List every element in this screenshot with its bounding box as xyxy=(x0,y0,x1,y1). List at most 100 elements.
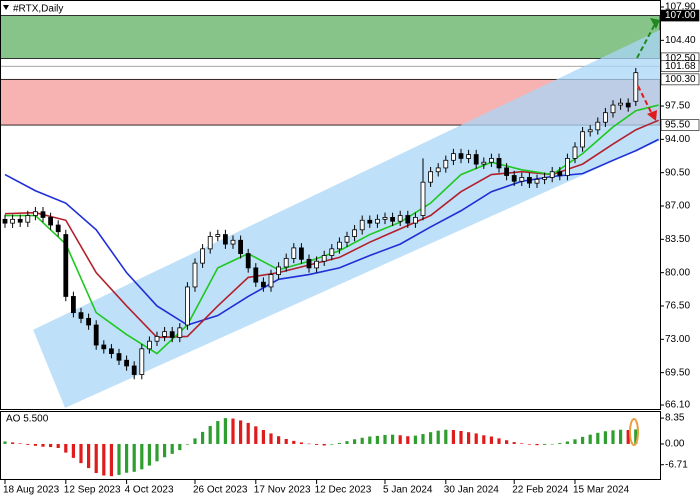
candle-body xyxy=(519,177,525,182)
candle-body xyxy=(131,365,137,375)
ao-bar xyxy=(71,443,75,458)
ao-bar xyxy=(223,418,227,444)
candle-body xyxy=(33,211,38,216)
candle-body xyxy=(260,281,266,288)
candle-body xyxy=(481,161,487,165)
candle-body xyxy=(367,219,373,224)
candle-body xyxy=(177,327,183,338)
main-frame xyxy=(0,0,661,410)
ao-bar xyxy=(596,432,600,444)
y-tick-label: 0.00 xyxy=(665,439,685,450)
ao-bar xyxy=(451,430,455,444)
x-tick-label: 12 Dec 2023 xyxy=(315,485,372,496)
x-tick-label: 17 Nov 2023 xyxy=(254,485,311,496)
ao-bar xyxy=(375,435,379,444)
level-label: 107.00 xyxy=(665,10,696,21)
level-label: 95.50 xyxy=(665,120,690,131)
candle-body xyxy=(86,317,91,326)
ao-bar xyxy=(56,443,60,448)
ao-bar xyxy=(170,443,174,454)
candle-body xyxy=(412,217,418,224)
ao-bar xyxy=(482,435,486,444)
ao-bar xyxy=(292,440,296,444)
ao-bar xyxy=(155,443,159,462)
candle-body xyxy=(116,353,122,361)
x-tick-label: 5 Jan 2024 xyxy=(383,485,433,496)
ao-bar xyxy=(543,443,547,445)
symbol-icon xyxy=(3,5,9,10)
x-tick-label: 26 Oct 2023 xyxy=(193,485,248,496)
ao-bar xyxy=(315,443,319,445)
ao-bar xyxy=(231,418,235,444)
candle-body xyxy=(587,129,593,133)
ao-bar xyxy=(360,437,364,444)
ao-bar xyxy=(284,439,288,444)
candle-body xyxy=(146,340,152,350)
ao-bar xyxy=(246,422,250,444)
ao-bar xyxy=(26,443,30,445)
y-tick-label: 107.90 xyxy=(665,2,696,13)
ao-bar xyxy=(147,443,151,466)
level-label: 101.68 xyxy=(665,61,696,72)
ao-bar xyxy=(18,443,22,444)
candle-body xyxy=(572,146,578,159)
ao-bar xyxy=(185,443,189,445)
ao-bar xyxy=(421,434,425,444)
ao-bar xyxy=(254,426,258,444)
candle-body xyxy=(306,258,312,269)
ao-bar xyxy=(406,436,410,444)
candle-body xyxy=(428,171,434,183)
candle-body xyxy=(48,217,53,226)
candle-body xyxy=(276,266,282,275)
candle-body xyxy=(603,112,608,123)
ao-bar xyxy=(3,441,7,444)
ao-bar xyxy=(261,430,265,444)
chart-title: #RTX,Daily xyxy=(13,4,63,15)
x-tick-label: 15 Mar 2024 xyxy=(573,485,630,496)
candle-body xyxy=(344,236,350,243)
ao-bar xyxy=(558,443,562,444)
y-tick-label: 73.00 xyxy=(665,334,690,345)
candle-body xyxy=(169,331,175,338)
candle-body xyxy=(238,239,244,255)
ao-bar xyxy=(489,436,493,444)
ao-bar xyxy=(94,443,98,474)
ao-bar xyxy=(208,426,212,444)
candle-body xyxy=(109,348,114,354)
ao-bar xyxy=(603,431,607,444)
ao-bar xyxy=(634,429,638,444)
candle-body xyxy=(443,159,449,169)
ao-bar xyxy=(413,435,417,444)
ao-bar xyxy=(41,443,45,447)
candle-body xyxy=(549,171,555,178)
ao-bar xyxy=(505,440,509,444)
level-label: 102.50 xyxy=(665,53,696,64)
ao-bar xyxy=(117,443,121,475)
candle-body xyxy=(63,234,69,297)
ao-bar xyxy=(467,432,471,444)
ao-bar xyxy=(520,443,524,444)
candle-body xyxy=(230,239,236,245)
candle-body xyxy=(283,257,289,268)
ao-bar xyxy=(49,443,53,448)
candle-body xyxy=(633,72,639,102)
ao-bar xyxy=(527,443,531,445)
candle-body xyxy=(268,274,274,288)
candle-body xyxy=(184,286,190,326)
ao-bar xyxy=(337,443,341,444)
forecast-down-arrowhead xyxy=(647,110,657,121)
candle-body xyxy=(390,217,396,222)
candle-body xyxy=(25,215,31,223)
ao-bar xyxy=(64,443,68,453)
candle-body xyxy=(101,344,107,350)
candle-body xyxy=(625,102,631,108)
ao-bar xyxy=(178,443,182,451)
candle-body xyxy=(595,121,601,131)
ao-bar xyxy=(277,436,281,444)
candle-body xyxy=(154,336,160,342)
candle-body xyxy=(466,154,472,159)
axes: 107.90 104.40 97.50 94.00 90.50 87.00 83.50 80.… xyxy=(3,2,700,496)
ao-bar xyxy=(353,439,357,444)
